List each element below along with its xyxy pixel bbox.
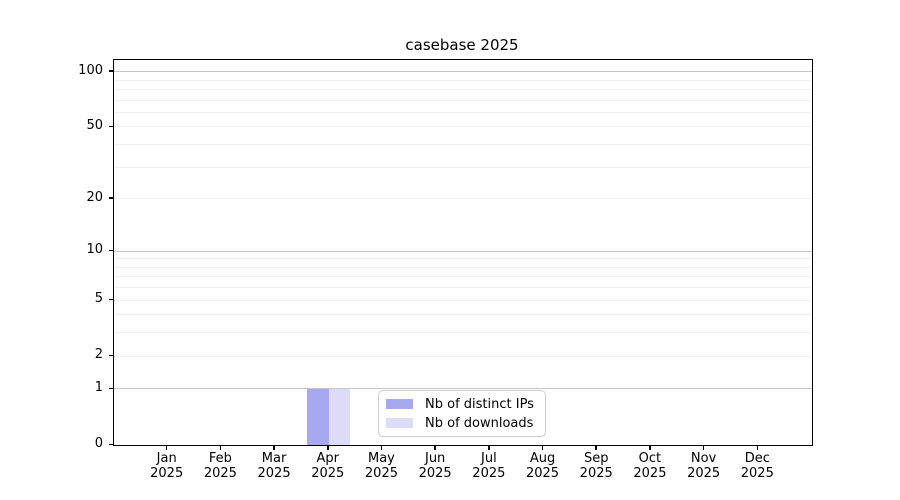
x-tick-mark — [541, 445, 544, 450]
y-tick-label: 5 — [94, 291, 103, 307]
x-tick-label: Jan 2025 — [137, 451, 197, 481]
x-tick-year: 2025 — [472, 466, 506, 481]
legend-entry-downloads: Nb of downloads — [386, 416, 538, 431]
grid-line-major — [114, 250, 812, 252]
x-tick-year: 2025 — [633, 466, 667, 481]
grid-line-minor — [114, 258, 812, 260]
grid-line-major — [114, 388, 812, 390]
y-tick-mark — [108, 70, 114, 72]
y-tick-mark — [108, 298, 114, 301]
grid-line-major — [114, 71, 812, 73]
x-tick-mark — [595, 445, 597, 450]
x-tick-mark — [327, 445, 329, 450]
x-tick-label: Jul 2025 — [459, 451, 519, 481]
x-tick-year: 2025 — [311, 466, 345, 481]
y-tick-label: 20 — [86, 189, 103, 205]
legend-label-downloads: Nb of downloads — [425, 415, 534, 431]
x-tick-year: 2025 — [687, 466, 721, 481]
y-tick-mark — [108, 443, 114, 446]
x-tick-label: Aug 2025 — [513, 451, 573, 481]
y-tick-label: 2 — [94, 347, 103, 363]
grid-line-minor — [114, 276, 812, 278]
grid-line-minor — [114, 355, 812, 357]
x-tick-mark — [756, 445, 759, 450]
grid-line-minor — [114, 79, 812, 81]
x-tick-month: May — [368, 451, 395, 466]
y-tick-label: 50 — [86, 117, 103, 133]
x-tick-month: Feb — [208, 451, 232, 466]
y-tick-mark — [108, 125, 114, 128]
x-tick-mark — [488, 445, 490, 450]
grid-line-minor — [114, 287, 812, 289]
grid-line-minor — [114, 314, 812, 316]
grid-line-minor — [114, 198, 812, 200]
x-tick-month: Mar — [261, 451, 287, 466]
x-tick-mark — [380, 445, 383, 450]
legend-entry-distinct-ips: Nb of distinct IPs — [386, 397, 538, 412]
x-tick-mark — [219, 445, 222, 450]
x-tick-year: 2025 — [364, 466, 398, 481]
x-tick-label: Apr 2025 — [298, 451, 358, 481]
y-tick-label: 0 — [94, 436, 103, 451]
x-tick-label: Nov 2025 — [674, 451, 734, 481]
y-tick-label: 10 — [86, 242, 103, 257]
x-tick-label: Oct 2025 — [620, 451, 680, 481]
y-tick-mark — [108, 354, 114, 357]
x-tick-mark — [702, 445, 705, 450]
grid-line-minor — [114, 299, 812, 301]
x-tick-month: Oct — [638, 451, 662, 466]
y-tick-mark — [108, 249, 114, 252]
x-tick-mark — [434, 445, 436, 450]
x-tick-year: 2025 — [418, 466, 452, 481]
x-tick-year: 2025 — [579, 466, 613, 481]
grid-line-minor — [114, 266, 812, 268]
y-tick-mark — [108, 387, 114, 390]
grid-line-minor — [114, 111, 812, 113]
x-tick-mark — [165, 445, 168, 450]
x-tick-mark — [273, 445, 275, 450]
x-tick-label: Jun 2025 — [405, 451, 465, 481]
x-tick-month: Sep — [583, 451, 609, 466]
grid-line-minor — [114, 88, 812, 90]
x-tick-month: Aug — [529, 451, 556, 466]
legend-swatch-distinct-ips — [386, 399, 413, 409]
x-tick-month: Nov — [690, 451, 717, 466]
y-tick-label: 1 — [94, 379, 103, 395]
grid-line-minor — [114, 126, 812, 128]
legend-label-distinct-ips: Nb of distinct IPs — [425, 396, 534, 412]
x-tick-year: 2025 — [257, 466, 291, 481]
x-tick-label: Dec 2025 — [727, 451, 787, 481]
y-tick-label: 100 — [78, 62, 103, 78]
x-tick-label: Mar 2025 — [244, 451, 304, 481]
x-tick-year: 2025 — [740, 466, 774, 481]
bar-distinct-ips — [307, 388, 329, 445]
plot-area: Nb of distinct IPs Nb of downloads — [113, 59, 813, 446]
bar-downloads — [328, 388, 351, 445]
x-tick-mark — [649, 445, 651, 450]
x-tick-label: Sep 2025 — [566, 451, 626, 481]
plot-inner: Nb of distinct IPs Nb of downloads — [114, 60, 812, 445]
x-tick-month: Jan — [156, 451, 177, 466]
grid-line-minor — [114, 99, 812, 101]
x-tick-label: Feb 2025 — [190, 451, 250, 481]
x-tick-month: Jul — [481, 451, 497, 466]
y-tick-mark — [108, 197, 114, 199]
x-tick-year: 2025 — [203, 466, 237, 481]
x-tick-label: May 2025 — [351, 451, 411, 481]
x-tick-month: Dec — [744, 451, 770, 466]
chart-title: casebase 2025 — [405, 36, 519, 54]
grid-line-minor — [114, 144, 812, 146]
x-tick-month: Jun — [424, 451, 446, 466]
legend-swatch-downloads — [386, 418, 413, 428]
legend: Nb of distinct IPs Nb of downloads — [378, 390, 546, 437]
x-tick-month: Apr — [316, 451, 340, 466]
grid-line-minor — [114, 166, 812, 168]
x-tick-year: 2025 — [525, 466, 560, 481]
grid-line-minor — [114, 332, 812, 334]
x-tick-year: 2025 — [150, 466, 184, 481]
